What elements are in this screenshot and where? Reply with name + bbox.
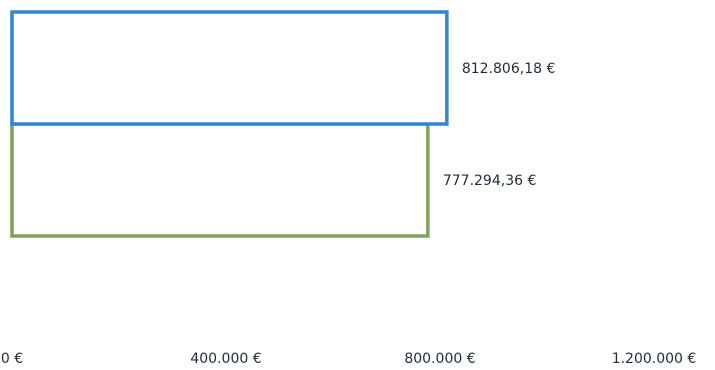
value-labels-group: 812.806,18 € 777.294,36 €: [443, 61, 556, 189]
bar-2: [10, 122, 430, 238]
x-tick-label-0: 0 €: [1, 351, 23, 367]
bar-1: [10, 10, 449, 126]
x-tick-label-3: 1.200.000 €: [612, 351, 697, 367]
x-tick-label-1: 400.000 €: [190, 351, 261, 367]
bar-value-label-2: 777.294,36 €: [443, 173, 537, 189]
x-tick-label-2: 800.000 €: [404, 351, 475, 367]
bars-group: [10, 10, 449, 238]
x-axis-ticks: 0 € 400.000 € 800.000 € 1.200.000 €: [1, 351, 696, 367]
bar-value-label-1: 812.806,18 €: [462, 61, 556, 77]
